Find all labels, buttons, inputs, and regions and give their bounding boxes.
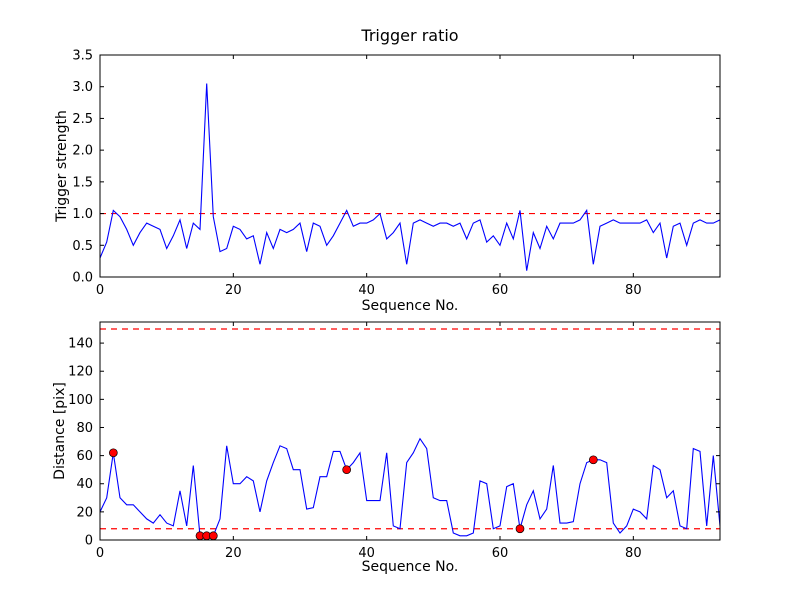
top-y-axis-label: Trigger strength bbox=[54, 110, 70, 222]
svg-text:2.0: 2.0 bbox=[72, 144, 93, 159]
bottom-x-axis-label: Sequence No. bbox=[361, 559, 459, 575]
svg-text:1.0: 1.0 bbox=[72, 207, 93, 222]
svg-text:40: 40 bbox=[358, 546, 375, 561]
svg-text:2.5: 2.5 bbox=[72, 112, 93, 127]
svg-text:0: 0 bbox=[96, 283, 104, 298]
svg-text:40: 40 bbox=[358, 283, 375, 298]
svg-text:20: 20 bbox=[76, 505, 93, 520]
svg-text:0: 0 bbox=[96, 546, 104, 561]
bottom-y-axis-label: Distance [pix] bbox=[52, 382, 68, 480]
svg-text:60: 60 bbox=[492, 546, 509, 561]
svg-text:120: 120 bbox=[68, 365, 93, 380]
svg-text:3.0: 3.0 bbox=[72, 80, 93, 95]
svg-text:80: 80 bbox=[625, 283, 642, 298]
svg-text:0.5: 0.5 bbox=[72, 239, 93, 254]
svg-text:40: 40 bbox=[76, 477, 93, 492]
svg-text:60: 60 bbox=[76, 449, 93, 464]
svg-text:3.5: 3.5 bbox=[72, 49, 93, 64]
svg-text:20: 20 bbox=[225, 283, 242, 298]
svg-text:1.5: 1.5 bbox=[72, 175, 93, 190]
svg-text:0.0: 0.0 bbox=[72, 271, 93, 286]
svg-text:140: 140 bbox=[68, 337, 93, 352]
svg-text:80: 80 bbox=[625, 546, 642, 561]
svg-text:60: 60 bbox=[492, 283, 509, 298]
svg-text:20: 20 bbox=[225, 546, 242, 561]
top-x-axis-label: Sequence No. bbox=[361, 298, 459, 314]
svg-text:0: 0 bbox=[85, 534, 93, 549]
svg-text:80: 80 bbox=[76, 421, 93, 436]
svg-text:100: 100 bbox=[68, 393, 93, 408]
plot-title: Trigger ratio bbox=[361, 26, 459, 45]
